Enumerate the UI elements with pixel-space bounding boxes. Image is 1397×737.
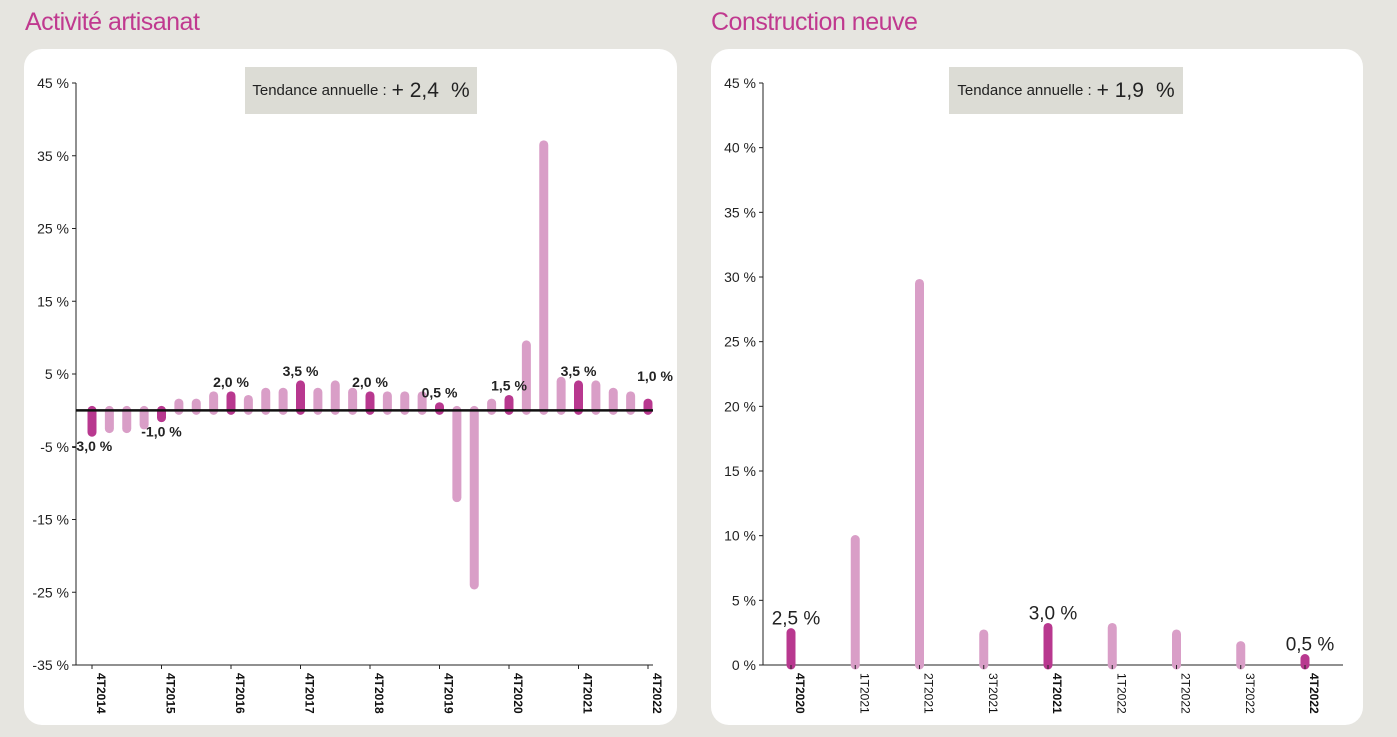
right-trend-box: Tendance annuelle : + 1,9 % bbox=[949, 67, 1183, 114]
left-chart-title: Activité artisanat bbox=[25, 8, 200, 36]
y-tick-label: 25 % bbox=[37, 221, 69, 237]
left-bar-chart: 45 % 35 % 25 % 15 % 5 % -5 % -15 % -25 % -35 % 4T… bbox=[32, 75, 673, 714]
y-tick-label: 5 % bbox=[732, 592, 756, 608]
right-trend-value: + 1,9 bbox=[1096, 78, 1144, 102]
y-tick-label: -35 % bbox=[32, 657, 69, 673]
y-tick-label: 30 % bbox=[724, 269, 756, 285]
y-tick-label: 10 % bbox=[724, 528, 756, 544]
y-tick-label: 15 % bbox=[37, 293, 69, 309]
x-tick-label: 4T2020 bbox=[793, 673, 807, 714]
x-tick-label: 4T2022 bbox=[1307, 673, 1321, 714]
x-tick-label: 4T2021 bbox=[581, 673, 595, 714]
y-tick-label: 35 % bbox=[37, 148, 69, 164]
x-tick-label: 3T2022 bbox=[1243, 673, 1257, 714]
x-tick-label: 4T2021 bbox=[1050, 673, 1064, 714]
y-tick-label: 5 % bbox=[45, 366, 69, 382]
right-chart-panel bbox=[711, 49, 1363, 725]
y-tick-label: -15 % bbox=[32, 512, 69, 528]
y-tick-label: 45 % bbox=[724, 75, 756, 91]
x-tick-label: 2T2022 bbox=[1179, 673, 1193, 714]
y-tick-label: 0 % bbox=[732, 657, 756, 673]
data-label-4T2022: 1,0 % bbox=[637, 368, 673, 384]
y-tick-label: -25 % bbox=[32, 584, 69, 600]
data-label-4T2020: 2,5 % bbox=[772, 609, 821, 630]
x-tick-label: 4T2018 bbox=[372, 673, 386, 714]
x-tick-label: 4T2020 bbox=[511, 673, 525, 714]
x-tick-label: 3T2021 bbox=[986, 673, 1000, 714]
y-tick-label: 45 % bbox=[37, 75, 69, 91]
y-tick-label: 40 % bbox=[724, 140, 756, 156]
left-trend-unit: % bbox=[450, 78, 470, 102]
data-label-4T2014: -3,0 % bbox=[72, 438, 113, 454]
data-label-4T2017: 3,5 % bbox=[283, 363, 319, 379]
right-trend-unit: % bbox=[1155, 78, 1175, 102]
x-tick-label: 4T2015 bbox=[164, 673, 178, 714]
x-tick-label: 4T2014 bbox=[94, 673, 108, 714]
data-label-4T2015: -1,0 % bbox=[141, 424, 182, 440]
left-trend-box: Tendance annuelle : + 2,4 % bbox=[245, 67, 477, 114]
data-label-4T2016: 2,0 % bbox=[213, 374, 249, 390]
data-label-4T2021: 3,5 % bbox=[561, 363, 597, 379]
data-label-4T2021: 3,0 % bbox=[1029, 603, 1078, 624]
x-tick-label: 2T2021 bbox=[922, 673, 936, 714]
y-tick-label: 20 % bbox=[724, 398, 756, 414]
right-trend-label: Tendance annuelle : bbox=[957, 82, 1092, 99]
y-tick-label: 35 % bbox=[724, 204, 756, 220]
right-chart-title: Construction neuve bbox=[711, 8, 918, 36]
x-tick-label: 4T2022 bbox=[650, 673, 664, 714]
x-tick-label: 4T2016 bbox=[233, 673, 247, 714]
y-tick-label: 25 % bbox=[724, 334, 756, 350]
x-tick-label: 1T2022 bbox=[1114, 673, 1128, 714]
x-tick-label: 4T2017 bbox=[303, 673, 317, 714]
data-label-4T2019: 0,5 % bbox=[422, 385, 458, 401]
left-trend-value: + 2,4 bbox=[391, 78, 439, 102]
y-tick-label: -5 % bbox=[40, 439, 69, 455]
x-tick-label: 4T2019 bbox=[442, 673, 456, 714]
data-label-4T2022: 0,5 % bbox=[1286, 635, 1335, 656]
x-tick-label: 1T2021 bbox=[857, 673, 871, 714]
data-label-4T2018: 2,0 % bbox=[352, 374, 388, 390]
left-trend-label: Tendance annuelle : bbox=[252, 82, 387, 99]
y-tick-label: 15 % bbox=[724, 463, 756, 479]
data-label-4T2020: 1,5 % bbox=[491, 377, 527, 393]
left-chart-panel bbox=[24, 49, 677, 725]
